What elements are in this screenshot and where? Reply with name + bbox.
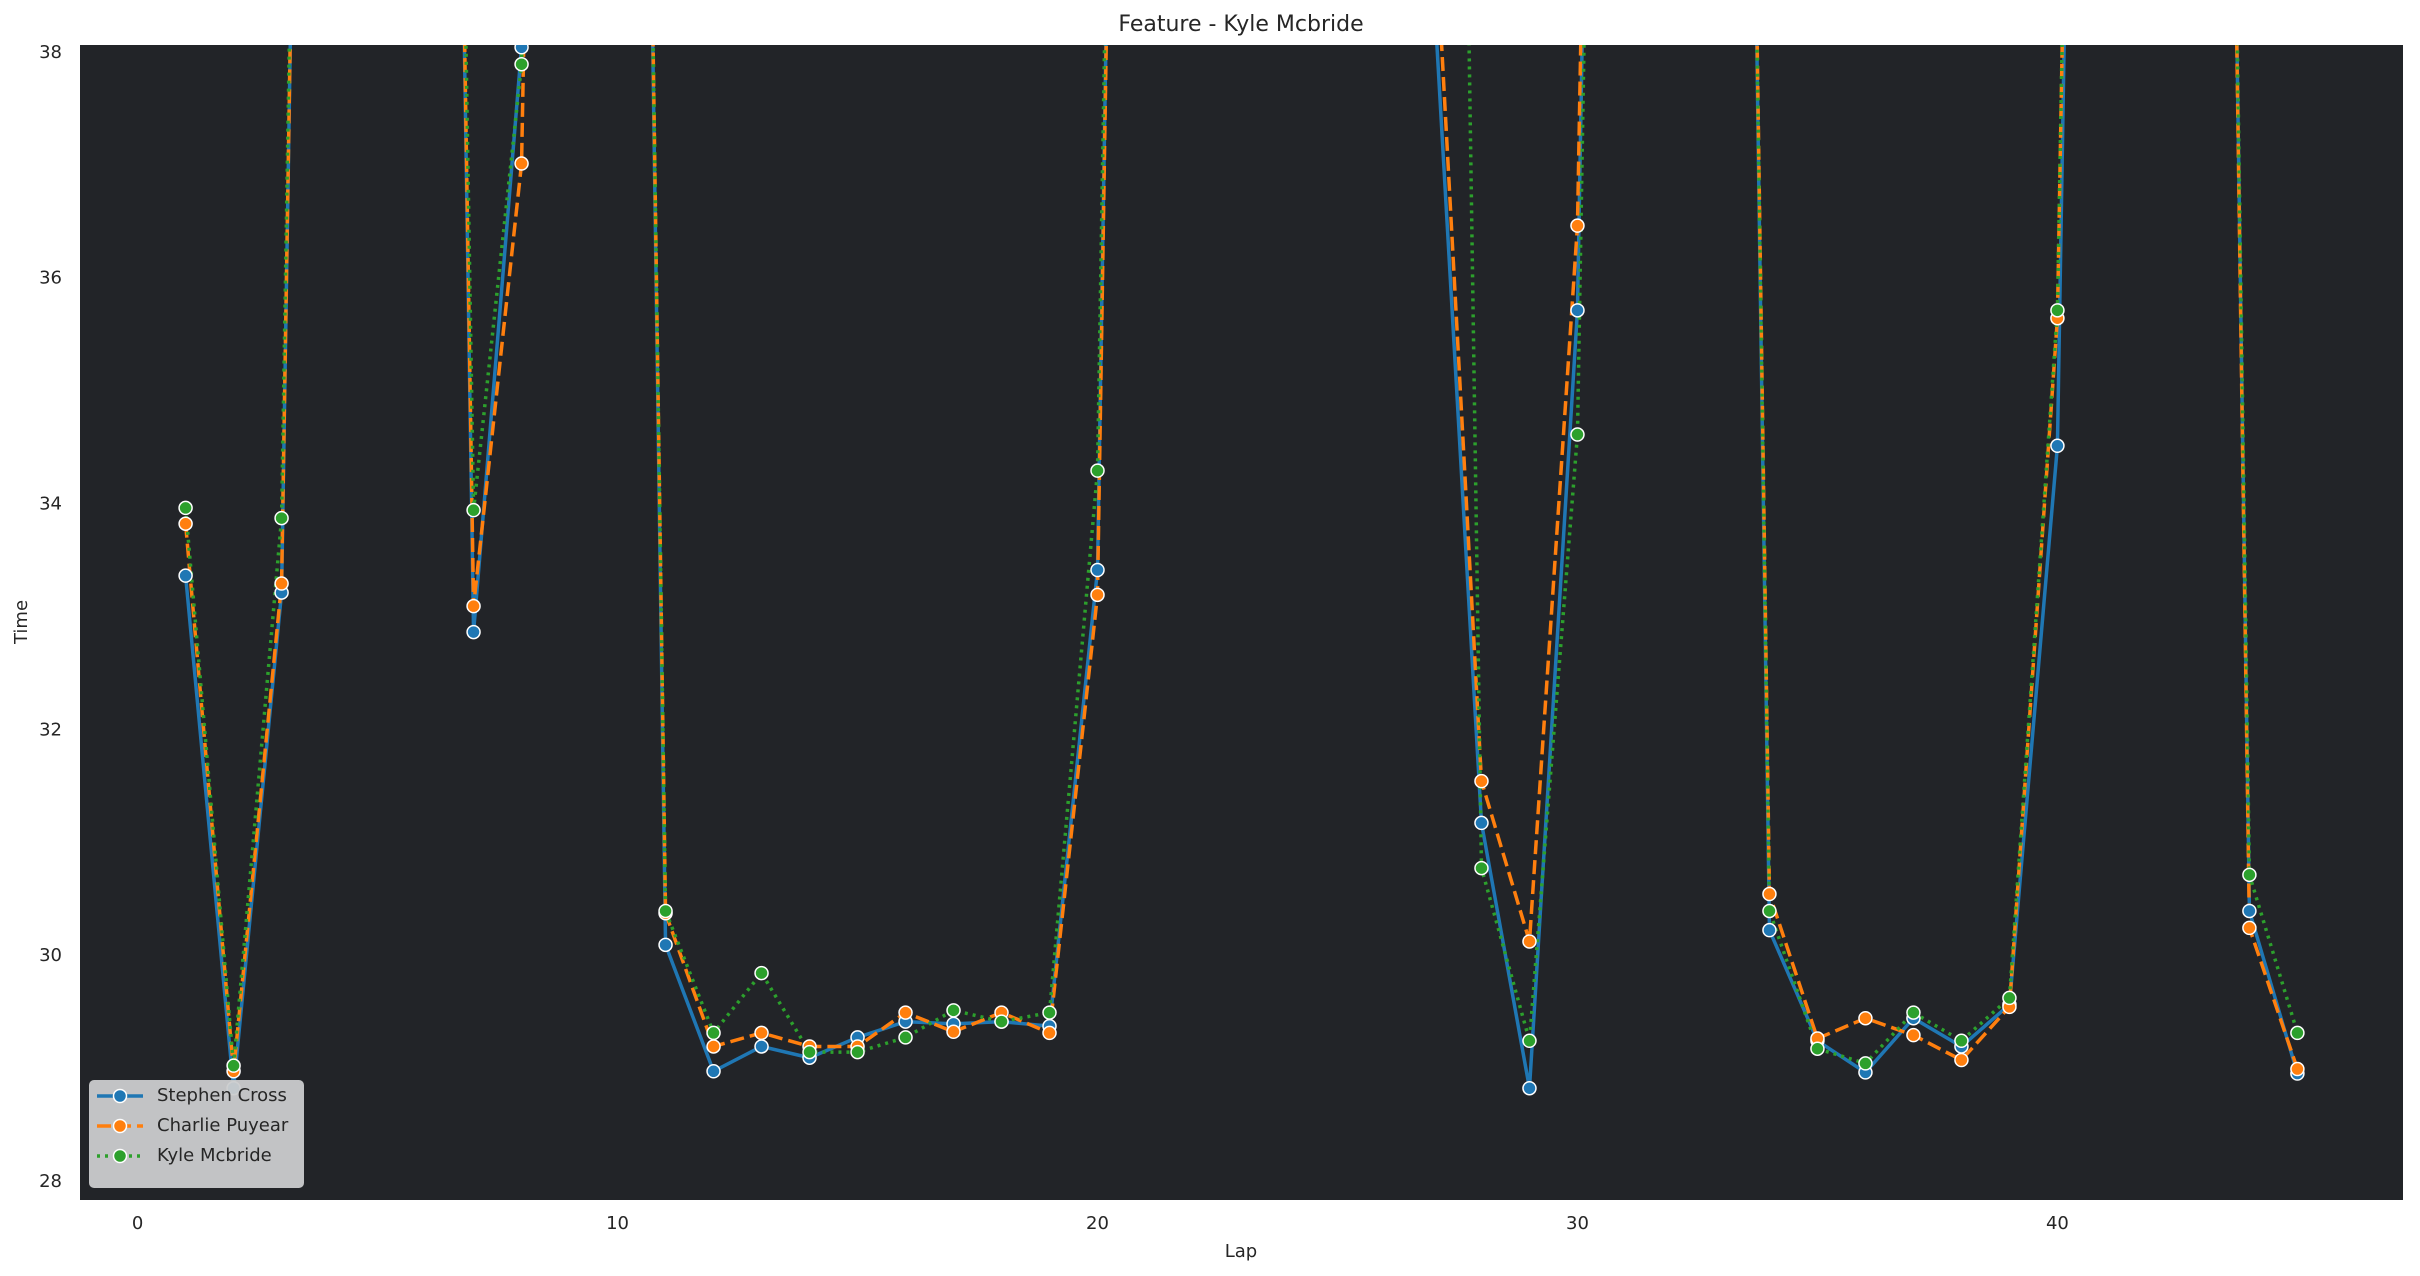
y-tick-label: 28 (39, 1171, 62, 1192)
data-point (466, 502, 481, 518)
data-point (946, 1003, 961, 1018)
data-point (1474, 860, 1489, 876)
x-tick-label: 0 (132, 1213, 143, 1234)
data-point (2002, 990, 2017, 1006)
data-point (514, 45, 529, 55)
data-point (754, 1039, 769, 1054)
data-point (1858, 1010, 1873, 1026)
legend-box (89, 1080, 304, 1188)
data-point (1090, 587, 1105, 603)
data-point (514, 56, 529, 72)
data-point (706, 1064, 721, 1079)
data-point (1570, 218, 1585, 233)
legend-marker (112, 1148, 128, 1164)
data-point (1042, 1005, 1057, 1020)
data-point (274, 510, 289, 526)
data-point (754, 1025, 769, 1041)
plot-content (178, 45, 2305, 1096)
legend-marker (112, 1088, 128, 1104)
data-point (850, 1044, 865, 1060)
data-point (2242, 867, 2257, 883)
data-point (1762, 903, 1777, 919)
legend-label: Kyle Mcbride (157, 1145, 272, 1166)
data-point (1906, 1005, 1921, 1020)
x-tick-label: 40 (2046, 1213, 2069, 1234)
y-axis-label: Time (11, 600, 32, 645)
data-point (658, 937, 673, 953)
data-point (1474, 815, 1489, 831)
data-point (178, 500, 193, 516)
data-point (802, 1044, 817, 1060)
x-tick-label: 30 (1566, 1213, 1589, 1234)
data-point (1570, 427, 1585, 442)
data-point (1906, 1027, 1921, 1043)
data-point (1810, 1041, 1825, 1056)
data-point (1762, 922, 1777, 938)
x-axis-label: Lap (1225, 1241, 1257, 1262)
data-point (466, 598, 481, 614)
data-point (1954, 1033, 1969, 1049)
y-tick-label: 38 (39, 42, 62, 63)
data-point (2290, 1025, 2305, 1041)
y-tick-label: 36 (39, 268, 62, 289)
data-point (1522, 1033, 1537, 1049)
data-point (2290, 1061, 2305, 1077)
data-point (2050, 303, 2065, 318)
data-point (898, 1005, 913, 1020)
data-point (178, 516, 193, 531)
data-point (1090, 463, 1105, 478)
data-point (2242, 920, 2257, 936)
x-tick-label: 20 (1086, 1213, 1109, 1234)
data-point (898, 1030, 913, 1045)
data-point (1570, 303, 1585, 318)
data-point (2050, 438, 2065, 454)
legend-label: Stephen Cross (157, 1085, 287, 1106)
series-line (183, 45, 2300, 1089)
data-point (1522, 1080, 1537, 1096)
data-point (178, 568, 193, 583)
y-tick-label: 32 (39, 719, 62, 740)
data-point (226, 1058, 241, 1073)
chart-title: Feature - Kyle Mcbride (1118, 12, 1363, 37)
data-point (706, 1025, 721, 1041)
data-point (1762, 886, 1777, 902)
data-point (2242, 903, 2257, 919)
data-point (1954, 1052, 1969, 1068)
x-tick-label: 10 (606, 1213, 629, 1234)
y-tick-label: 34 (39, 494, 62, 515)
data-point (1522, 934, 1537, 949)
data-point (706, 1039, 721, 1054)
data-point (946, 1024, 961, 1040)
data-point (1042, 1025, 1057, 1041)
data-point (514, 156, 529, 171)
y-tick-label: 30 (39, 945, 62, 966)
data-point (658, 903, 673, 919)
legend-label: Charlie Puyear (157, 1115, 289, 1136)
data-point (466, 624, 481, 640)
legend: Stephen Cross Charlie Puyear Kyle Mcbride (89, 1080, 304, 1188)
data-point (274, 576, 289, 591)
data-point (1090, 562, 1105, 578)
data-point (994, 1014, 1009, 1029)
data-point (1474, 773, 1489, 789)
legend-marker (112, 1118, 128, 1134)
data-point (1858, 1056, 1873, 1071)
plot-area (80, 45, 2403, 1200)
data-point (754, 965, 769, 981)
